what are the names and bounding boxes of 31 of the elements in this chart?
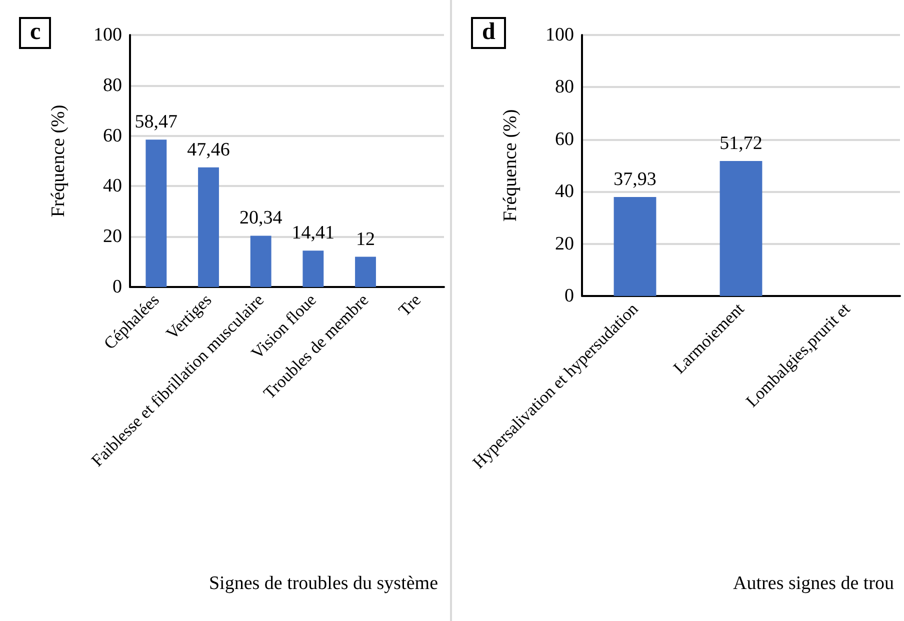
bar [146,140,167,287]
y-tick-label: 0 [564,286,574,306]
data-label: 47,46 [187,139,230,160]
y-axis-title: Fréquence (%) [48,104,69,218]
x-tick-label: Tre [394,290,425,320]
y-tick-label: 60 [555,128,574,150]
x-axis-title: Signes de troubles du système [208,573,438,594]
bar [355,256,376,287]
data-label: 37,93 [614,169,656,190]
y-tick-label: 40 [103,176,122,197]
y-tick-label: 100 [94,24,122,46]
data-label: 51,72 [720,133,762,154]
y-tick-label: 100 [546,24,574,46]
x-axis-title: Autres signes de trou [733,573,894,594]
chart-title: d [482,19,496,45]
y-tick-label: 20 [103,226,122,248]
bar [198,167,219,287]
data-label: 14,41 [292,222,335,244]
y-axis-title: Fréquence (%) [500,109,521,222]
data-label: 12 [356,228,375,250]
y-tick-label: 40 [555,181,574,202]
data-label: 58,47 [134,112,178,133]
bar [302,250,324,287]
bar [250,236,272,287]
y-tick-label: 20 [555,233,574,254]
y-tick-label: 80 [555,76,574,98]
chart-title: c [30,19,41,45]
y-tick-label: 0 [112,276,122,298]
y-tick-label: 80 [103,74,122,96]
data-label: 20,34 [239,208,283,229]
y-tick-label: 60 [103,125,122,146]
